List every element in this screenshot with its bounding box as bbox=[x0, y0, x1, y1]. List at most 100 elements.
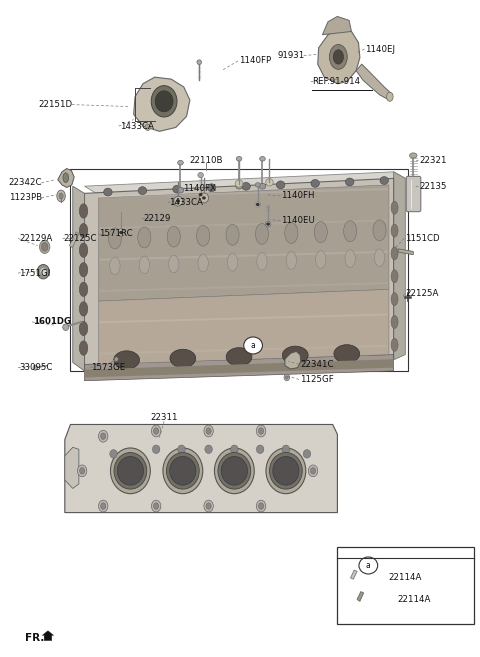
Text: 1433CA: 1433CA bbox=[120, 122, 154, 131]
Text: 1573GE: 1573GE bbox=[92, 363, 126, 372]
Ellipse shape bbox=[79, 204, 88, 218]
Ellipse shape bbox=[173, 185, 181, 193]
Polygon shape bbox=[70, 232, 79, 248]
Ellipse shape bbox=[276, 181, 285, 189]
Ellipse shape bbox=[255, 223, 268, 244]
Ellipse shape bbox=[39, 240, 50, 254]
Ellipse shape bbox=[202, 196, 206, 200]
Ellipse shape bbox=[57, 190, 65, 202]
Text: 22125A: 22125A bbox=[405, 289, 439, 298]
Ellipse shape bbox=[114, 453, 147, 489]
Ellipse shape bbox=[308, 465, 318, 477]
Ellipse shape bbox=[167, 453, 199, 489]
Ellipse shape bbox=[374, 249, 384, 267]
Polygon shape bbox=[99, 219, 388, 229]
Text: 22311: 22311 bbox=[150, 413, 178, 422]
Ellipse shape bbox=[373, 220, 386, 240]
Text: 22321: 22321 bbox=[420, 156, 447, 164]
Ellipse shape bbox=[173, 196, 183, 206]
Polygon shape bbox=[73, 186, 84, 371]
Text: 1571RC: 1571RC bbox=[98, 229, 132, 238]
Text: 22129: 22129 bbox=[143, 214, 170, 223]
Polygon shape bbox=[84, 172, 405, 193]
Ellipse shape bbox=[119, 231, 123, 234]
Ellipse shape bbox=[284, 374, 289, 380]
Ellipse shape bbox=[104, 188, 112, 196]
Ellipse shape bbox=[286, 252, 297, 269]
Ellipse shape bbox=[259, 183, 266, 189]
Polygon shape bbox=[356, 64, 393, 100]
Ellipse shape bbox=[391, 292, 398, 306]
Ellipse shape bbox=[282, 445, 289, 453]
Ellipse shape bbox=[139, 256, 149, 274]
Text: 1140FX: 1140FX bbox=[183, 185, 216, 193]
Ellipse shape bbox=[63, 324, 69, 330]
Ellipse shape bbox=[256, 425, 266, 437]
Ellipse shape bbox=[391, 201, 398, 214]
Ellipse shape bbox=[98, 500, 108, 512]
Ellipse shape bbox=[117, 457, 144, 485]
Ellipse shape bbox=[255, 202, 261, 207]
Ellipse shape bbox=[359, 557, 378, 574]
Ellipse shape bbox=[329, 45, 347, 70]
Ellipse shape bbox=[236, 183, 242, 189]
Text: 1751GI: 1751GI bbox=[19, 269, 50, 277]
Text: 1140FH: 1140FH bbox=[281, 191, 315, 200]
Polygon shape bbox=[99, 313, 388, 323]
Polygon shape bbox=[84, 355, 394, 380]
Text: 22341C: 22341C bbox=[300, 360, 334, 369]
Polygon shape bbox=[99, 282, 388, 292]
Ellipse shape bbox=[286, 376, 288, 379]
Ellipse shape bbox=[333, 50, 344, 64]
Ellipse shape bbox=[59, 193, 63, 199]
Ellipse shape bbox=[380, 177, 388, 185]
Ellipse shape bbox=[197, 60, 202, 64]
Ellipse shape bbox=[215, 448, 254, 493]
Text: 1140FP: 1140FP bbox=[239, 57, 271, 65]
Ellipse shape bbox=[315, 251, 326, 268]
Ellipse shape bbox=[273, 457, 299, 485]
Polygon shape bbox=[357, 591, 364, 601]
Ellipse shape bbox=[260, 156, 265, 161]
Text: 22110B: 22110B bbox=[190, 156, 223, 164]
Ellipse shape bbox=[170, 350, 196, 367]
Text: 1123PB: 1123PB bbox=[9, 193, 42, 202]
Ellipse shape bbox=[79, 223, 88, 238]
Polygon shape bbox=[133, 77, 190, 131]
Ellipse shape bbox=[118, 229, 124, 237]
Ellipse shape bbox=[391, 224, 398, 237]
Polygon shape bbox=[99, 251, 388, 261]
Ellipse shape bbox=[334, 345, 360, 363]
Ellipse shape bbox=[266, 179, 273, 186]
Text: 1140EJ: 1140EJ bbox=[365, 45, 396, 54]
Ellipse shape bbox=[230, 445, 238, 453]
Ellipse shape bbox=[197, 225, 210, 246]
Bar bbox=[71, 169, 408, 371]
Text: 22342C: 22342C bbox=[9, 179, 42, 187]
Ellipse shape bbox=[108, 228, 121, 249]
Ellipse shape bbox=[345, 250, 355, 267]
Ellipse shape bbox=[199, 193, 209, 203]
Ellipse shape bbox=[138, 187, 147, 194]
Ellipse shape bbox=[79, 243, 88, 258]
Ellipse shape bbox=[344, 221, 357, 242]
Ellipse shape bbox=[168, 255, 179, 273]
Ellipse shape bbox=[242, 183, 250, 190]
Ellipse shape bbox=[206, 428, 211, 434]
Ellipse shape bbox=[391, 247, 398, 260]
Ellipse shape bbox=[79, 282, 88, 296]
Ellipse shape bbox=[110, 257, 120, 275]
Ellipse shape bbox=[80, 468, 84, 474]
Ellipse shape bbox=[198, 254, 208, 272]
Polygon shape bbox=[394, 172, 405, 360]
Ellipse shape bbox=[303, 449, 311, 458]
Ellipse shape bbox=[152, 445, 160, 453]
Ellipse shape bbox=[63, 173, 69, 183]
Text: 22135: 22135 bbox=[420, 182, 447, 191]
Ellipse shape bbox=[152, 500, 161, 512]
Polygon shape bbox=[350, 570, 357, 579]
Ellipse shape bbox=[79, 302, 88, 316]
Ellipse shape bbox=[226, 224, 239, 245]
Ellipse shape bbox=[176, 200, 180, 203]
Ellipse shape bbox=[259, 428, 264, 434]
